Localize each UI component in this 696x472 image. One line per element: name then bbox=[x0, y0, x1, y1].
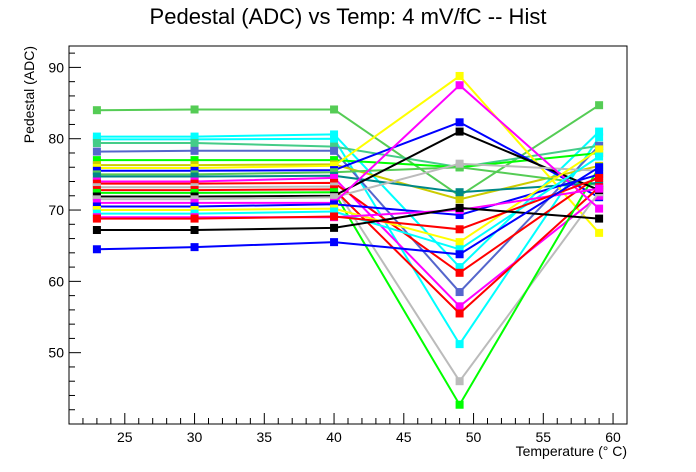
data-point bbox=[455, 195, 464, 204]
x-tick-label: 60 bbox=[605, 429, 621, 445]
plot-frame bbox=[68, 45, 628, 425]
y-tick-label: 70 bbox=[48, 202, 64, 218]
data-point bbox=[455, 127, 464, 136]
data-point bbox=[190, 146, 199, 155]
data-point bbox=[330, 161, 339, 170]
data-point bbox=[190, 156, 199, 165]
data-point bbox=[330, 105, 339, 114]
data-point bbox=[330, 207, 339, 216]
x-tick-label: 45 bbox=[396, 429, 412, 445]
data-point bbox=[190, 138, 199, 147]
data-point bbox=[330, 223, 339, 232]
data-point bbox=[595, 163, 604, 172]
data-point bbox=[92, 214, 101, 223]
data-point bbox=[455, 203, 464, 212]
data-point bbox=[455, 340, 464, 349]
data-point bbox=[190, 243, 199, 252]
data-point bbox=[330, 156, 339, 165]
y-tick-label: 90 bbox=[48, 59, 64, 75]
data-point bbox=[330, 134, 339, 143]
x-axis-label: Temperature (° C) bbox=[516, 443, 627, 459]
data-point bbox=[330, 200, 339, 209]
x-axis: 25 30 35 40 45 50 55 60 bbox=[82, 413, 628, 445]
data-point bbox=[595, 228, 604, 237]
x-tick-label: 30 bbox=[187, 429, 203, 445]
data-point bbox=[455, 225, 464, 234]
data-point bbox=[595, 204, 604, 213]
data-point bbox=[330, 212, 339, 221]
data-point bbox=[595, 145, 604, 154]
y-axis-label: Pedestal (ADC) bbox=[21, 46, 37, 143]
data-point bbox=[455, 288, 464, 297]
data-point bbox=[595, 133, 604, 142]
data-point bbox=[92, 226, 101, 235]
data-point bbox=[595, 152, 604, 161]
data-point bbox=[330, 193, 339, 202]
data-point bbox=[190, 172, 199, 181]
series-layer bbox=[92, 71, 604, 409]
y-axis: 50 60 70 80 90 bbox=[48, 52, 81, 411]
data-point bbox=[92, 245, 101, 254]
data-point bbox=[190, 214, 199, 223]
x-tick-label: 35 bbox=[257, 429, 273, 445]
data-point bbox=[455, 238, 464, 247]
data-point bbox=[455, 211, 464, 220]
data-point bbox=[595, 101, 604, 110]
data-point bbox=[92, 172, 101, 181]
data-point bbox=[455, 400, 464, 409]
data-point bbox=[595, 173, 604, 182]
data-point bbox=[455, 245, 464, 254]
data-point bbox=[595, 214, 604, 223]
x-tick-label: 55 bbox=[536, 429, 552, 445]
data-point bbox=[190, 226, 199, 235]
data-point bbox=[595, 178, 604, 187]
data-point bbox=[455, 268, 464, 277]
x-tick-label: 25 bbox=[117, 429, 133, 445]
data-point bbox=[330, 146, 339, 155]
data-point bbox=[455, 377, 464, 386]
data-point bbox=[92, 106, 101, 115]
data-point bbox=[92, 147, 101, 156]
data-point bbox=[330, 238, 339, 247]
data-point bbox=[455, 188, 464, 197]
data-point bbox=[455, 159, 464, 168]
y-tick-label: 50 bbox=[48, 345, 64, 361]
series-26 bbox=[92, 163, 604, 259]
data-point bbox=[190, 105, 199, 114]
x-tick-label: 40 bbox=[326, 429, 342, 445]
x-tick-label: 50 bbox=[466, 429, 482, 445]
data-point bbox=[455, 263, 464, 272]
y-tick-label: 80 bbox=[48, 131, 64, 147]
y-tick-label: 60 bbox=[48, 273, 64, 289]
data-point bbox=[455, 71, 464, 80]
data-point bbox=[595, 127, 604, 136]
data-point bbox=[455, 302, 464, 311]
data-point bbox=[330, 142, 339, 151]
data-point bbox=[92, 138, 101, 147]
data-point bbox=[455, 309, 464, 318]
data-point bbox=[92, 156, 101, 165]
data-point bbox=[455, 118, 464, 127]
data-point bbox=[595, 184, 604, 193]
data-point bbox=[455, 250, 464, 259]
data-point bbox=[330, 173, 339, 182]
data-point bbox=[330, 130, 339, 139]
data-point bbox=[455, 81, 464, 90]
chart-title: Pedestal (ADC) vs Temp: 4 mV/fC -- Hist bbox=[150, 4, 547, 29]
series-25 bbox=[92, 203, 604, 235]
